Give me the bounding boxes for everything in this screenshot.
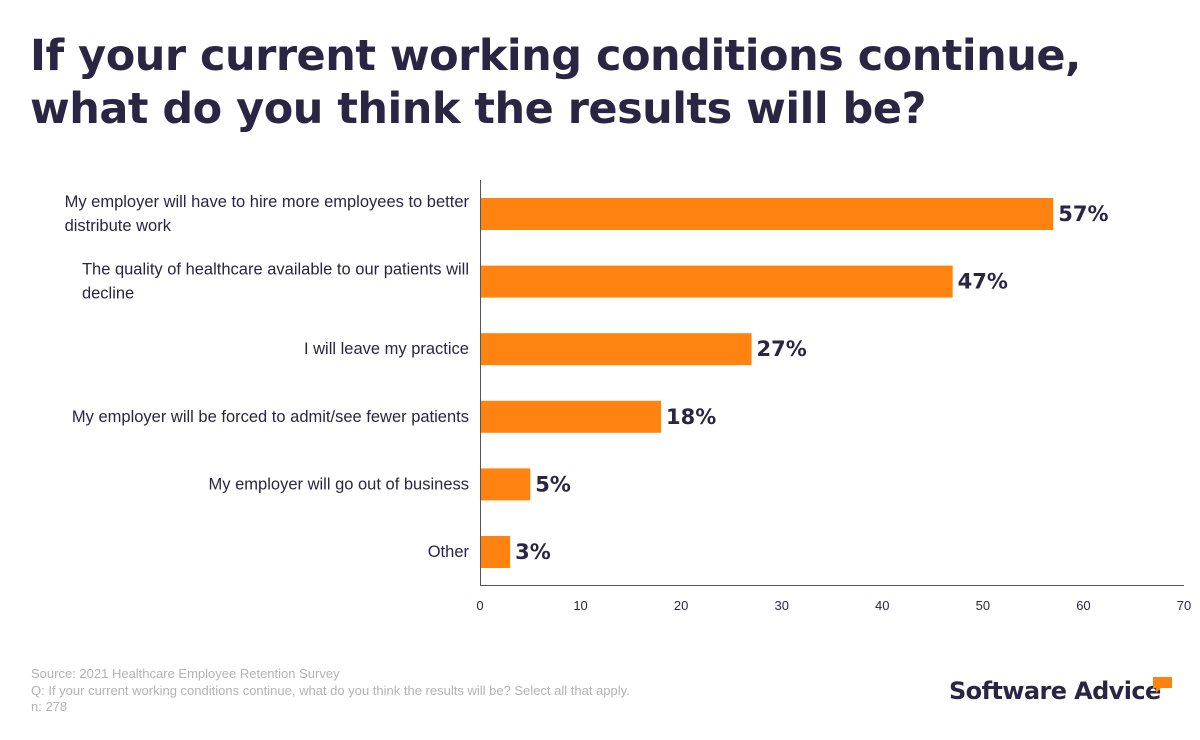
sample-size-note: n: 278 (31, 699, 68, 714)
category-label-continued: distribute work (65, 217, 172, 235)
axes-group (480, 180, 1184, 586)
category-label-continued: decline (82, 285, 134, 303)
footer-notes: Source: 2021 Healthcare Employee Retenti… (31, 666, 791, 716)
speech-bubble-icon (1153, 677, 1172, 693)
category-label: Other (428, 543, 470, 561)
x-tick-label: 50 (976, 598, 990, 613)
bars-group (480, 198, 1054, 568)
bar (480, 536, 511, 568)
x-tick-label: 20 (674, 598, 688, 613)
category-label: The quality of healthcare available to o… (82, 261, 469, 279)
logo-text: Software Advice (949, 677, 1161, 705)
value-label: 3% (515, 540, 551, 564)
chart-title: If your current working conditions conti… (30, 31, 1081, 134)
category-label: My employer will have to hire more emplo… (65, 193, 470, 211)
bar (480, 468, 531, 501)
value-label: 27% (757, 337, 807, 361)
x-tick-label: 0 (476, 598, 483, 613)
category-label: My employer will go out of business (209, 475, 469, 493)
value-labels: 57% 47% 27% 18% 5% 3% (515, 202, 1108, 564)
x-tick-labels: 0 10 20 30 40 50 60 70 (476, 598, 1191, 613)
x-tick-label: 60 (1076, 598, 1090, 613)
value-label: 47% (958, 270, 1008, 294)
x-tick-label: 40 (875, 598, 889, 613)
bar (480, 400, 662, 433)
category-labels: My employer will have to hire more emplo… (65, 193, 470, 561)
category-label: My employer will be forced to admit/see … (72, 408, 469, 426)
value-label: 57% (1058, 202, 1108, 226)
software-advice-logo: Software Advice (949, 674, 1179, 714)
category-label: I will leave my practice (304, 340, 469, 358)
x-tick-label: 10 (573, 598, 587, 613)
value-label: 18% (666, 405, 716, 429)
value-label: 5% (535, 472, 571, 496)
source-note: Source: 2021 Healthcare Employee Retenti… (31, 666, 340, 681)
x-tick-label: 30 (774, 598, 788, 613)
question-note: Q: If your current working conditions co… (31, 682, 630, 698)
x-tick-label: 70 (1177, 598, 1191, 613)
bar (480, 333, 752, 366)
bar (480, 198, 1054, 230)
bar (480, 265, 953, 298)
